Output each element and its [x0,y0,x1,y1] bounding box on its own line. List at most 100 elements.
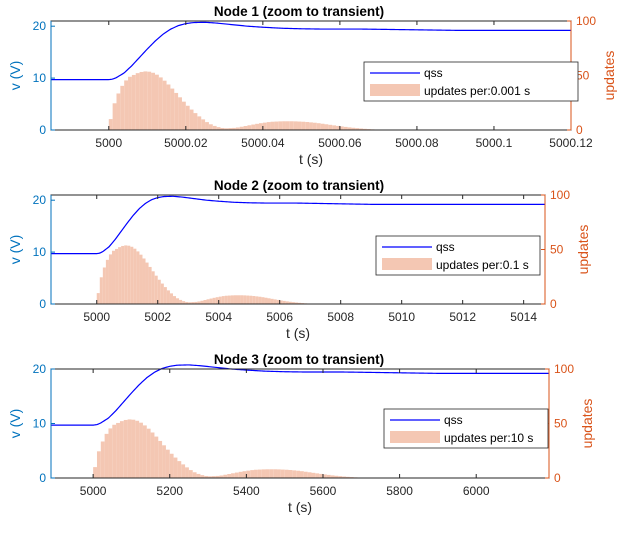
update-bar [251,124,256,130]
update-bar [174,92,179,130]
update-bar [194,301,198,304]
update-bar [154,436,159,478]
update-bar [118,247,122,304]
update-bar [243,126,248,130]
chart-node-3: Node 3 (zoom to transient) 5000 5200 5400 5… [7,352,595,515]
update-bar [224,295,228,304]
update-bar [319,473,323,478]
update-bar [228,128,233,130]
x-tick-label: 5400 [233,484,260,498]
x-tick-label: 5800 [386,484,413,498]
update-bar [197,116,202,130]
legend-bar-swatch [390,431,440,443]
update-bar [322,474,327,478]
update-bar [162,445,166,478]
y-left-tick-label: 0 [39,297,46,311]
update-bar [235,127,240,130]
update-bar [148,266,152,304]
y-right-tick-label: 0 [576,123,583,137]
update-bar [291,302,295,304]
update-bar [258,296,262,304]
update-bar [224,128,229,130]
update-bar [197,301,201,304]
update-bar [249,295,253,304]
update-bar [116,93,121,130]
update-bar [205,122,209,130]
update-bar [185,105,190,130]
update-bar [108,254,112,304]
update-bar [172,296,177,304]
legend-line-label: qss [424,66,443,80]
update-bar [135,420,140,478]
update-bar [130,246,134,304]
chart-node-1: Node 1 (zoom to transient) 5000 5000.02 50… [7,4,617,167]
x-tick-label: 5000.08 [395,136,439,150]
update-bar [188,302,192,304]
update-bar [219,475,224,478]
update-bar [108,119,113,130]
update-bar [273,469,278,478]
update-bar [280,469,285,478]
legend-bar-label: updates per:0.1 s [436,258,529,272]
update-bar [212,297,216,304]
update-bar [201,119,206,130]
update-bar [179,299,183,304]
update-bar [102,267,106,304]
update-bar [115,248,119,304]
update-bar [124,245,128,304]
update-bar [112,103,117,130]
update-bar [363,128,367,130]
update-bar [242,471,247,478]
update-bar [330,475,335,478]
update-bar [150,432,155,478]
y-axis-label-left: v (V) [7,61,23,91]
update-bar [273,299,277,304]
update-bar [332,125,337,130]
update-bar [181,101,186,130]
legend-line-label: qss [436,240,455,254]
x-tick-label: 5000.12 [549,136,593,150]
update-bar [99,277,103,304]
update-bar [112,424,117,478]
y-right-tick-label: 0 [550,297,557,311]
update-bar [338,476,343,478]
update-bar [292,470,297,478]
update-bar [307,472,312,478]
y-right-tick-label: 50 [554,417,568,431]
x-tick-label: 5000.1 [476,136,513,150]
update-bar [191,302,195,304]
y-left-tick-label: 10 [33,245,47,259]
y-right-tick-label: 100 [550,188,570,202]
update-bar [300,471,304,478]
update-bar [285,301,289,304]
update-bar [246,295,250,304]
update-bar [345,476,350,478]
update-bar [343,126,348,130]
chart-title: Node 2 (zoom to transient) [214,178,384,193]
update-bar [255,123,259,130]
update-bar [270,121,275,130]
update-bar [185,467,189,478]
update-bar [158,77,163,130]
update-bar [246,470,251,478]
x-tick-label: 5014 [510,310,537,324]
x-tick-label: 5000 [95,136,122,150]
x-tick-label: 5010 [388,310,415,324]
x-tick-label: 5600 [310,484,337,498]
update-bar [209,298,213,304]
x-tick-label: 5012 [449,310,476,324]
update-bar [312,122,317,130]
update-bar [162,80,167,130]
update-bar [227,295,231,304]
update-bar [278,121,283,130]
update-bar [233,295,238,304]
update-bar [182,301,186,304]
update-bar [158,440,163,478]
update-bar [355,128,360,130]
x-axis-label: t (s) [286,325,310,341]
update-bar [252,296,256,304]
update-bar [203,300,207,304]
update-bar [181,464,186,479]
update-bar [221,296,225,304]
update-bar [285,121,290,130]
